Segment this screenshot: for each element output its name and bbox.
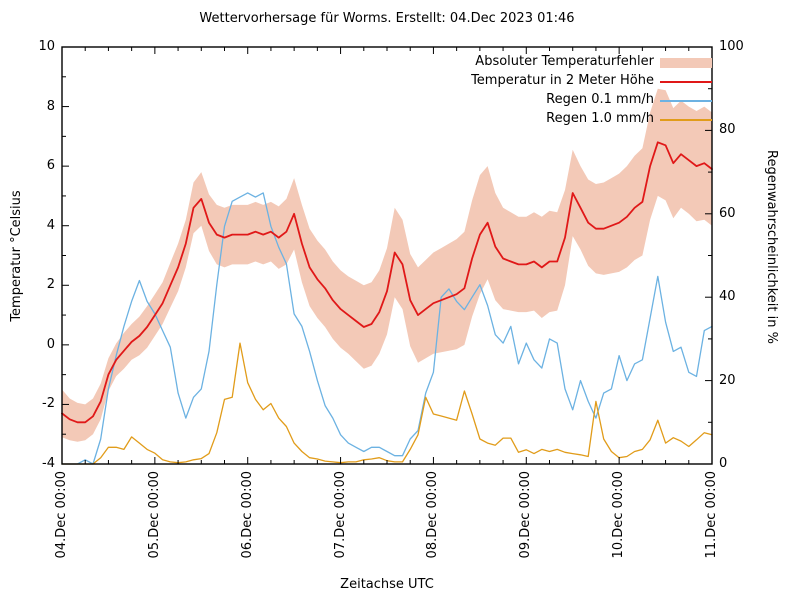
x-tick-label: 10.Dec 00:00 — [611, 471, 627, 559]
legend-label-temperature-error: Absoluter Temperaturfehler — [475, 54, 654, 69]
legend-swatch-rain-10-line — [660, 119, 712, 121]
y-left-tick-label: 2 — [46, 277, 55, 293]
y-left-tick-label: -2 — [42, 396, 55, 412]
legend-label-rain-10: Regen 1.0 mm/h — [546, 111, 654, 126]
y-left-tick-label: 0 — [46, 336, 55, 352]
y-right-tick-label: 60 — [719, 205, 736, 221]
y-left-tick-label: 6 — [46, 158, 55, 174]
x-tick-label: 08.Dec 00:00 — [425, 471, 441, 559]
legend-swatch-temperature-error-band — [660, 58, 712, 68]
legend-label-rain-01: Regen 0.1 mm/h — [546, 92, 654, 107]
x-tick-label: 09.Dec 00:00 — [518, 471, 534, 559]
chart-title: Wettervorhersage für Worms. Erstellt: 04… — [199, 11, 575, 26]
x-axis-label: Zeitachse UTC — [340, 577, 434, 592]
y-right-tick-label: 20 — [719, 372, 736, 388]
x-tick-label: 07.Dec 00:00 — [332, 471, 348, 559]
y-left-tick-label: 10 — [38, 39, 55, 54]
legend-label-temperature-line: Temperatur in 2 Meter Höhe — [471, 73, 654, 88]
legend-swatch-temperature-line — [660, 81, 712, 83]
temperature-line — [61, 141, 713, 424]
y-axis-right-label: Regenwahrscheinlichkeit in % — [764, 150, 779, 344]
x-tick-label: 11.Dec 00:00 — [704, 471, 719, 559]
y-left-tick-label: -4 — [42, 456, 55, 471]
x-tick-label: 05.Dec 00:00 — [146, 471, 162, 559]
temperature-error-band — [62, 88, 712, 442]
rain-01-line — [61, 192, 713, 465]
y-left-tick-label: 4 — [46, 217, 55, 233]
x-tick-label: 06.Dec 00:00 — [239, 471, 255, 559]
x-tick-label: 04.Dec 00:00 — [54, 471, 69, 559]
rain-10-line — [61, 342, 713, 465]
legend-swatch-rain-01-line — [660, 100, 712, 102]
y-right-tick-label: 0 — [719, 456, 728, 471]
y-axis-left-label: Temperatur °Celsius — [9, 190, 24, 322]
y-left-tick-label: 8 — [46, 98, 55, 114]
y-right-tick-label: 100 — [719, 39, 744, 54]
y-right-tick-label: 40 — [719, 289, 736, 305]
y-right-tick-label: 80 — [719, 122, 736, 138]
